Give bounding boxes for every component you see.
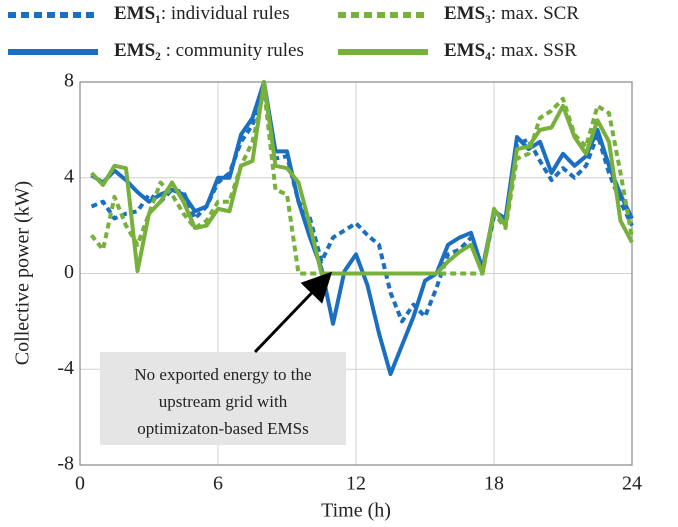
annotation-line: upstream grid with: [159, 392, 288, 411]
y-tick-label: -8: [57, 453, 74, 475]
x-tick-label: 24: [622, 473, 642, 495]
annotation-box: [100, 352, 346, 445]
annotation-line: optimizaton-based EMSs: [137, 419, 308, 438]
series-line: [90, 84, 634, 324]
x-tick-label: 0: [75, 473, 85, 495]
plot-frame: [79, 81, 633, 466]
annotation-arrow: [253, 271, 333, 354]
legend-label: EMS₃: max. SCR: [444, 3, 579, 24]
x-tick-label: 18: [484, 473, 504, 495]
y-tick-label: 0: [64, 261, 74, 283]
x-tick-label: 12: [346, 473, 366, 495]
y-tick-label: 8: [64, 70, 74, 92]
legend-label: EMS₁: individual rules: [114, 3, 290, 24]
annotation-line: No exported energy to the: [134, 365, 311, 384]
series-line: [90, 80, 634, 276]
y-axis-label: Collective power (kW): [12, 181, 34, 365]
x-tick-label: 6: [213, 473, 223, 495]
y-tick-label: -4: [57, 357, 74, 379]
x-axis-label: Time (h): [321, 500, 391, 522]
legend-label: EMS₂ : community rules: [114, 40, 304, 61]
y-tick-label: 4: [64, 165, 74, 187]
legend-label: EMS₄: max. SSR: [444, 40, 577, 61]
series-line: [90, 80, 634, 377]
